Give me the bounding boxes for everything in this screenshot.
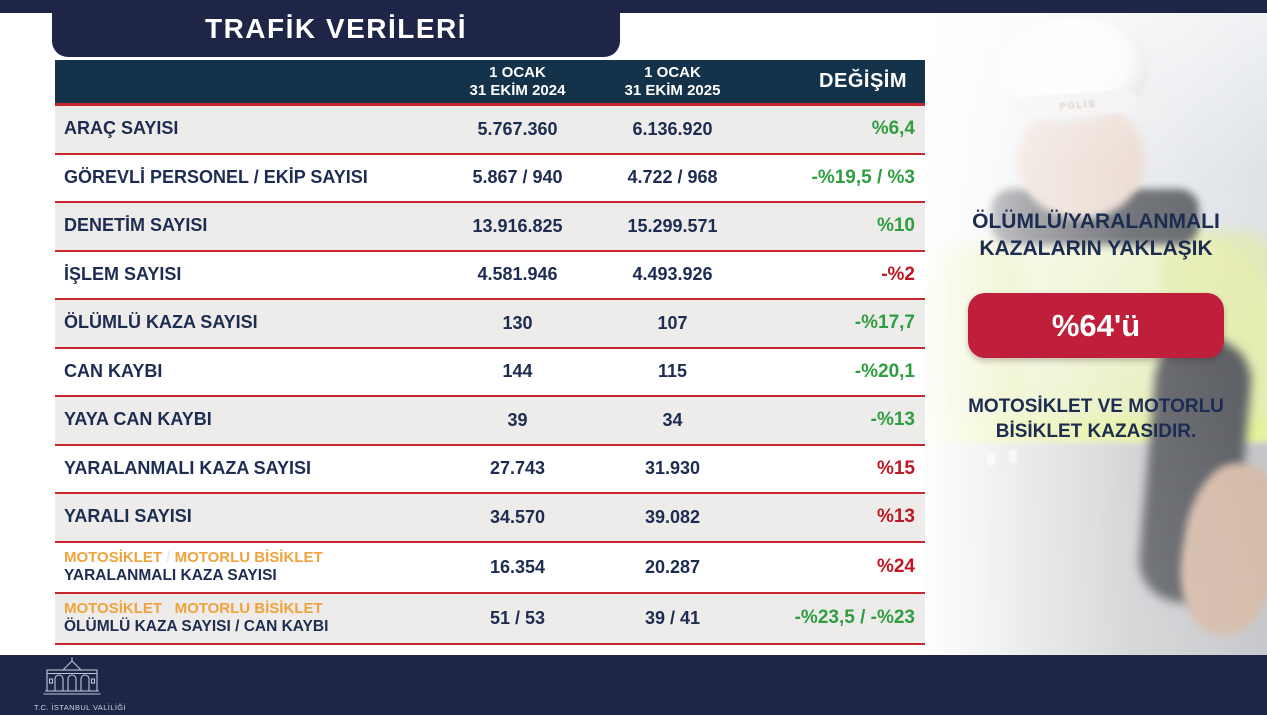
table-body: ARAÇ SAYISI 5.767.360 6.136.920 %6,4 GÖR…: [55, 106, 925, 645]
table-row: MOTOSİKLET / MOTORLU BİSİKLET YARALANMAL…: [55, 542, 925, 594]
value-2024: 144: [502, 361, 533, 382]
value-2024: 130: [502, 312, 533, 333]
row-label: MOTOSİKLET / MOTORLU BİSİKLET YARALANMAL…: [55, 549, 440, 585]
change-value: -%23,5 / -%23: [794, 607, 915, 628]
value-2024: 5.867 / 940: [472, 167, 563, 188]
change-value: -%17,7: [854, 312, 915, 334]
value-2025: 15.299.571: [627, 215, 718, 236]
row-label: ARAÇ SAYISI: [55, 119, 440, 139]
value-2024: 39: [507, 409, 528, 430]
table-row: DENETİM SAYISI 13.916.825 15.299.571 %10: [55, 203, 925, 252]
row-label: ÖLÜMLÜ KAZA SAYISI: [55, 313, 440, 333]
row-label-text: DENETİM SAYISI: [64, 215, 208, 236]
row-label-text: İŞLEM SAYISI: [64, 263, 182, 284]
value-2024: 5.767.360: [477, 118, 558, 139]
row-label: İŞLEM SAYISI: [55, 263, 440, 285]
row-label: CAN KAYBI: [55, 360, 440, 382]
change-value: %10: [876, 215, 915, 237]
value-2025: 4.722 / 968: [627, 167, 718, 188]
row-label: YARALANMALI KAZA SAYISI: [55, 457, 440, 479]
change-value: %24: [876, 556, 915, 577]
value-2025: 34: [662, 409, 683, 430]
row-label-text: ÖLÜMLÜ KAZA SAYISI / CAN KAYBI: [64, 617, 329, 635]
value-2025: 39.082: [644, 506, 701, 527]
title-banner: TRAFİK VERİLERİ: [52, 0, 620, 57]
row-label-text: YARALANMALI KAZA SAYISI: [64, 566, 277, 584]
table-row: GÖREVLİ PERSONEL / EKİP SAYISI 5.867 / 9…: [55, 154, 925, 203]
table-row: ARAÇ SAYISI 5.767.360 6.136.920 %6,4: [55, 106, 925, 155]
table-row: YARALANMALI KAZA SAYISI 27.743 31.930 %1…: [55, 445, 925, 494]
table-header: 1 OCAK 31 EKİM 2024 1 OCAK 31 EKİM 2025 …: [55, 60, 925, 106]
footer-bar: T.C. İSTANBUL VALİLİĞİ: [0, 655, 1267, 715]
header-period-2025: 1 OCAK 31 EKİM 2025: [624, 63, 721, 99]
value-2025: 107: [657, 312, 688, 333]
value-2025: 4.493.926: [632, 264, 713, 285]
table-row: MOTOSİKLET / MOTORLU BİSİKLET ÖLÜMLÜ KAZ…: [55, 593, 925, 645]
change-value: -%20,1: [854, 360, 915, 382]
row-label-highlight: MOTOSİKLET / MOTORLU BİSİKLET: [64, 549, 323, 567]
table-row: YARALI SAYISI 34.570 39.082 %13: [55, 494, 925, 543]
change-value: %6,4: [871, 118, 915, 140]
row-label-text: ARAÇ SAYISI: [64, 118, 179, 139]
percentage-badge: %64'ü: [968, 293, 1224, 358]
table-row: YAYA CAN KAYBI 39 34 -%13: [55, 397, 925, 446]
row-label: MOTOSİKLET / MOTORLU BİSİKLET ÖLÜMLÜ KAZ…: [55, 600, 440, 636]
side-panel-heading: ÖLÜMLÜ/YARALANMALI KAZALARIN YAKLAŞIK: [972, 210, 1220, 261]
row-label-text: CAN KAYBI: [64, 360, 163, 381]
value-2025: 20.287: [644, 556, 701, 577]
value-2025: 31.930: [644, 458, 701, 479]
governorship-logo: T.C. İSTANBUL VALİLİĞİ: [34, 657, 127, 712]
value-2024: 51 / 53: [489, 607, 546, 628]
organization-name: T.C. İSTANBUL VALİLİĞİ: [34, 703, 127, 712]
row-label-text: YARALI SAYISI: [64, 506, 192, 527]
change-value: -%19,5 / %3: [811, 166, 916, 188]
building-icon: [43, 657, 101, 695]
value-2025: 39 / 41: [644, 607, 701, 628]
table-row: ÖLÜMLÜ KAZA SAYISI 130 107 -%17,7: [55, 300, 925, 349]
value-2024: 13.916.825: [472, 215, 563, 236]
header-change: DEĞİŞİM: [819, 70, 907, 92]
change-value: %13: [876, 506, 915, 528]
traffic-data-table: 1 OCAK 31 EKİM 2024 1 OCAK 31 EKİM 2025 …: [55, 60, 925, 645]
value-2025: 6.136.920: [632, 118, 713, 139]
row-label: YAYA CAN KAYBI: [55, 410, 440, 430]
change-value: %15: [876, 457, 915, 479]
row-label: YARALI SAYISI: [55, 507, 440, 527]
row-label-text: YAYA CAN KAYBI: [64, 409, 212, 430]
side-panel-caption: MOTOSİKLET VE MOTORLU BİSİKLET KAZASIDIR…: [968, 396, 1224, 442]
value-2024: 34.570: [489, 506, 546, 527]
row-label-highlight: MOTOSİKLET / MOTORLU BİSİKLET: [64, 600, 323, 618]
percentage-badge-value: %64'ü: [1051, 307, 1141, 343]
change-value: -%2: [881, 263, 915, 285]
table-row: İŞLEM SAYISI 4.581.946 4.493.926 -%2: [55, 251, 925, 300]
value-2024: 4.581.946: [477, 264, 558, 285]
row-label-text: ÖLÜMLÜ KAZA SAYISI: [64, 312, 258, 333]
row-label-text: GÖREVLİ PERSONEL / EKİP SAYISI: [64, 166, 368, 187]
header-period-2024: 1 OCAK 31 EKİM 2024: [469, 63, 566, 99]
row-label: DENETİM SAYISI: [55, 216, 440, 236]
table-row: CAN KAYBI 144 115 -%20,1: [55, 348, 925, 397]
row-label-text: YARALANMALI KAZA SAYISI: [64, 457, 312, 478]
value-2025: 115: [657, 361, 688, 382]
value-2024: 27.743: [489, 458, 546, 479]
page-title: TRAFİK VERİLERİ: [204, 12, 468, 44]
value-2024: 16.354: [489, 556, 546, 577]
row-label: GÖREVLİ PERSONEL / EKİP SAYISI: [55, 166, 440, 188]
change-value: -%13: [870, 409, 915, 431]
